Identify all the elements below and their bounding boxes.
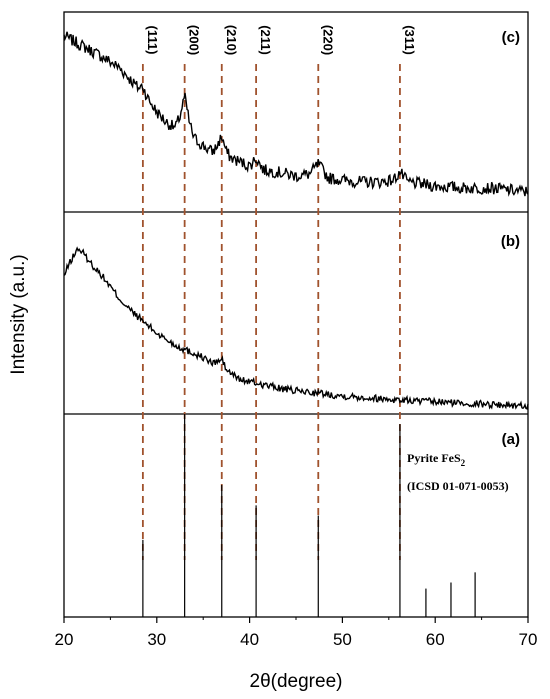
peak-label-2: (210): [224, 25, 239, 55]
series-b-line: [63, 246, 529, 410]
x-tick-label-4: 60: [426, 630, 445, 649]
reference-subscript: 2: [461, 458, 466, 468]
x-tick-label-0: 20: [55, 630, 74, 649]
x-tick-label-2: 40: [240, 630, 259, 649]
peak-label-0: (111): [145, 26, 160, 55]
reference-phase-name: Pyrite FeS2: [407, 451, 466, 468]
peak-guide-lines: [141, 64, 401, 560]
panel-label-c: (c): [502, 29, 520, 46]
reference-card-id: (ICSD 01-071-0053): [407, 479, 509, 493]
plot-area: (111) (200) (210) (211) (220) (311) (c) (b) (…: [63, 11, 529, 618]
series-c-line: [63, 31, 529, 197]
panel-label-b: (b): [501, 233, 520, 250]
x-axis-title: 2θ(degree): [250, 671, 343, 692]
x-tick-label-5: 70: [519, 630, 538, 649]
peak-label-1: (200): [187, 25, 202, 55]
x-tick-label-3: 50: [333, 630, 352, 649]
peak-label-3: (211): [258, 25, 273, 55]
peak-labels: (111) (200) (210) (211) (220) (311): [145, 25, 417, 55]
panel-label-a: (a): [502, 431, 520, 448]
reference-sticks: [142, 414, 476, 617]
x-axis-ticks: 20 30 40 50 60 70: [55, 617, 538, 649]
y-axis-title: Intensity (a.u.): [8, 254, 29, 374]
peak-label-5: (311): [402, 25, 417, 55]
x-tick-label-1: 30: [147, 630, 166, 649]
peak-label-4: (220): [320, 25, 335, 55]
